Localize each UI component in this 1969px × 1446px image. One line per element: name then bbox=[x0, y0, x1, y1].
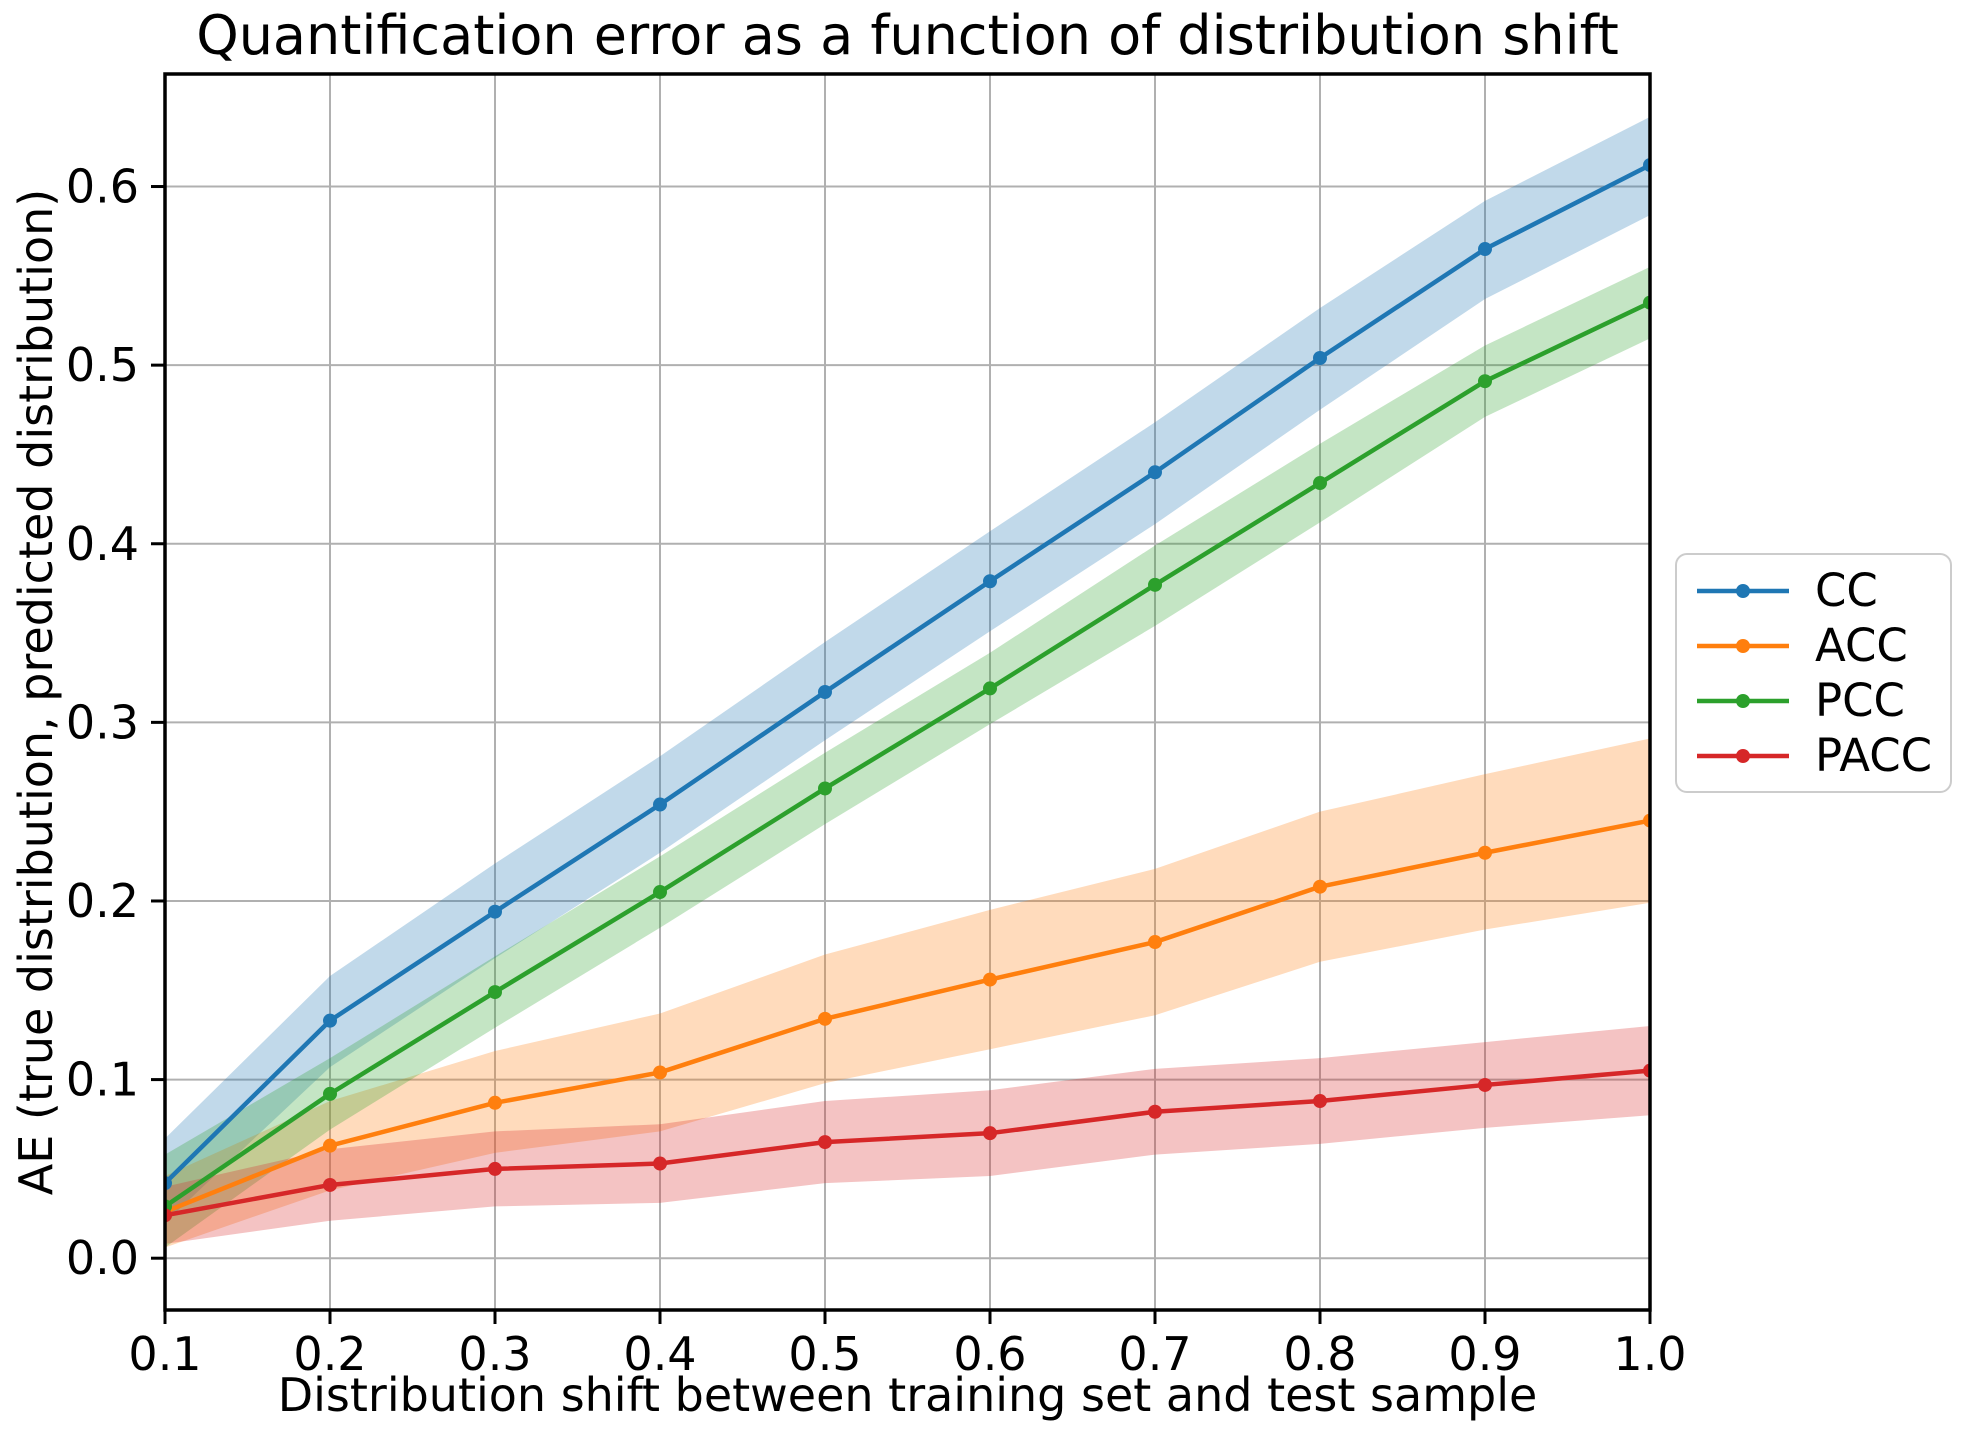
legend-item-acc: ACC bbox=[1695, 623, 1934, 668]
series-marker-ACC bbox=[1478, 845, 1492, 860]
y-tick-label: 0.2 bbox=[66, 874, 139, 928]
series-marker-PCC bbox=[1148, 577, 1162, 592]
y-axis-label: AE (true distribution, predicted distrib… bbox=[9, 188, 63, 1196]
y-tick-label: 0.3 bbox=[66, 695, 139, 749]
series-marker-ACC bbox=[653, 1065, 667, 1080]
axes-border bbox=[163, 72, 1652, 1312]
chart-title: Quantification error as a function of di… bbox=[196, 4, 1619, 67]
series-marker-CC bbox=[1313, 350, 1327, 365]
y-tick-label: 0.6 bbox=[66, 160, 139, 214]
series-marker-CC bbox=[1148, 465, 1162, 480]
legend-sample-marker bbox=[1736, 583, 1750, 598]
series-line-CC bbox=[165, 162, 1650, 1186]
series-marker-PCC bbox=[653, 885, 667, 900]
y-tick-label: 0.4 bbox=[66, 517, 139, 571]
legend-item-pacc: PACC bbox=[1695, 733, 1934, 778]
series-line-PACC bbox=[165, 1068, 1650, 1218]
y-tick-label: 0.5 bbox=[66, 338, 139, 392]
series-marker-PCC bbox=[1478, 374, 1492, 389]
series-marker-PACC bbox=[653, 1156, 667, 1171]
x-tick-label: 0.9 bbox=[1448, 1327, 1521, 1381]
legend-item-pcc: PCC bbox=[1695, 678, 1934, 723]
series-marker-ACC bbox=[488, 1095, 502, 1110]
x-tick-label: 0.1 bbox=[128, 1327, 201, 1381]
legend-sample-marker bbox=[1736, 693, 1750, 708]
series-marker-PACC bbox=[323, 1177, 337, 1192]
series-band-PACC bbox=[165, 1026, 1650, 1244]
series-marker-PCC bbox=[488, 985, 502, 1000]
x-tick-label: 0.4 bbox=[623, 1327, 696, 1381]
series-marker-PACC bbox=[1313, 1094, 1327, 1109]
series-band-ACC bbox=[165, 738, 1650, 1248]
x-tick-label: 0.7 bbox=[1118, 1327, 1191, 1381]
series-marker-ACC bbox=[1148, 935, 1162, 950]
x-tick-label: 0.2 bbox=[293, 1327, 366, 1381]
legend-item-cc: CC bbox=[1695, 568, 1934, 613]
legend-label: PACC bbox=[1815, 729, 1933, 782]
series-marker-CC bbox=[653, 797, 667, 812]
x-tick-label: 0.3 bbox=[458, 1327, 531, 1381]
series-marker-ACC bbox=[1313, 879, 1327, 894]
series-marker-PCC bbox=[323, 1086, 337, 1101]
series-marker-PACC bbox=[1148, 1104, 1162, 1119]
legend-box: CC ACC PCC PACC bbox=[1675, 553, 1952, 793]
series-marker-PACC bbox=[1478, 1077, 1492, 1092]
series-marker-ACC bbox=[323, 1138, 337, 1153]
legend-line-sample bbox=[1697, 583, 1789, 598]
x-tick-label: 1.0 bbox=[1613, 1327, 1686, 1381]
series-line-PCC bbox=[165, 300, 1650, 1209]
y-tick-label: 0.0 bbox=[66, 1231, 139, 1285]
x-tick-label: 0.5 bbox=[788, 1327, 861, 1381]
legend-line-sample bbox=[1697, 638, 1789, 653]
series-marker-PACC bbox=[818, 1135, 832, 1150]
y-tick-label: 0.1 bbox=[66, 1053, 139, 1107]
series-marker-CC bbox=[818, 685, 832, 699]
series-marker-CC bbox=[1478, 242, 1492, 257]
legend-sample-marker bbox=[1736, 748, 1750, 763]
legend-label: ACC bbox=[1815, 619, 1908, 672]
legend-line-sample bbox=[1697, 748, 1789, 763]
series-marker-CC bbox=[488, 904, 502, 919]
x-tick-label: 0.8 bbox=[1283, 1327, 1356, 1381]
series-marker-CC bbox=[323, 1013, 337, 1028]
series-marker-PACC bbox=[488, 1161, 502, 1176]
legend-label: CC bbox=[1815, 564, 1878, 617]
series-marker-PCC bbox=[983, 681, 997, 696]
series-marker-PACC bbox=[983, 1126, 997, 1141]
legend-label: PCC bbox=[1815, 674, 1905, 727]
legend-sample-marker bbox=[1736, 638, 1750, 653]
x-tick-label: 0.6 bbox=[953, 1327, 1026, 1381]
series-band-CC bbox=[165, 116, 1650, 1223]
series-marker-ACC bbox=[983, 972, 997, 987]
series-band-PCC bbox=[165, 266, 1650, 1248]
series-line-ACC bbox=[165, 818, 1650, 1215]
series-marker-PCC bbox=[1313, 476, 1327, 491]
x-axis-label: Distribution shift between training set … bbox=[277, 1368, 1538, 1422]
legend-line-sample bbox=[1697, 693, 1789, 708]
series-marker-PCC bbox=[818, 781, 832, 796]
series-marker-CC bbox=[983, 574, 997, 589]
series-marker-ACC bbox=[818, 1011, 832, 1026]
